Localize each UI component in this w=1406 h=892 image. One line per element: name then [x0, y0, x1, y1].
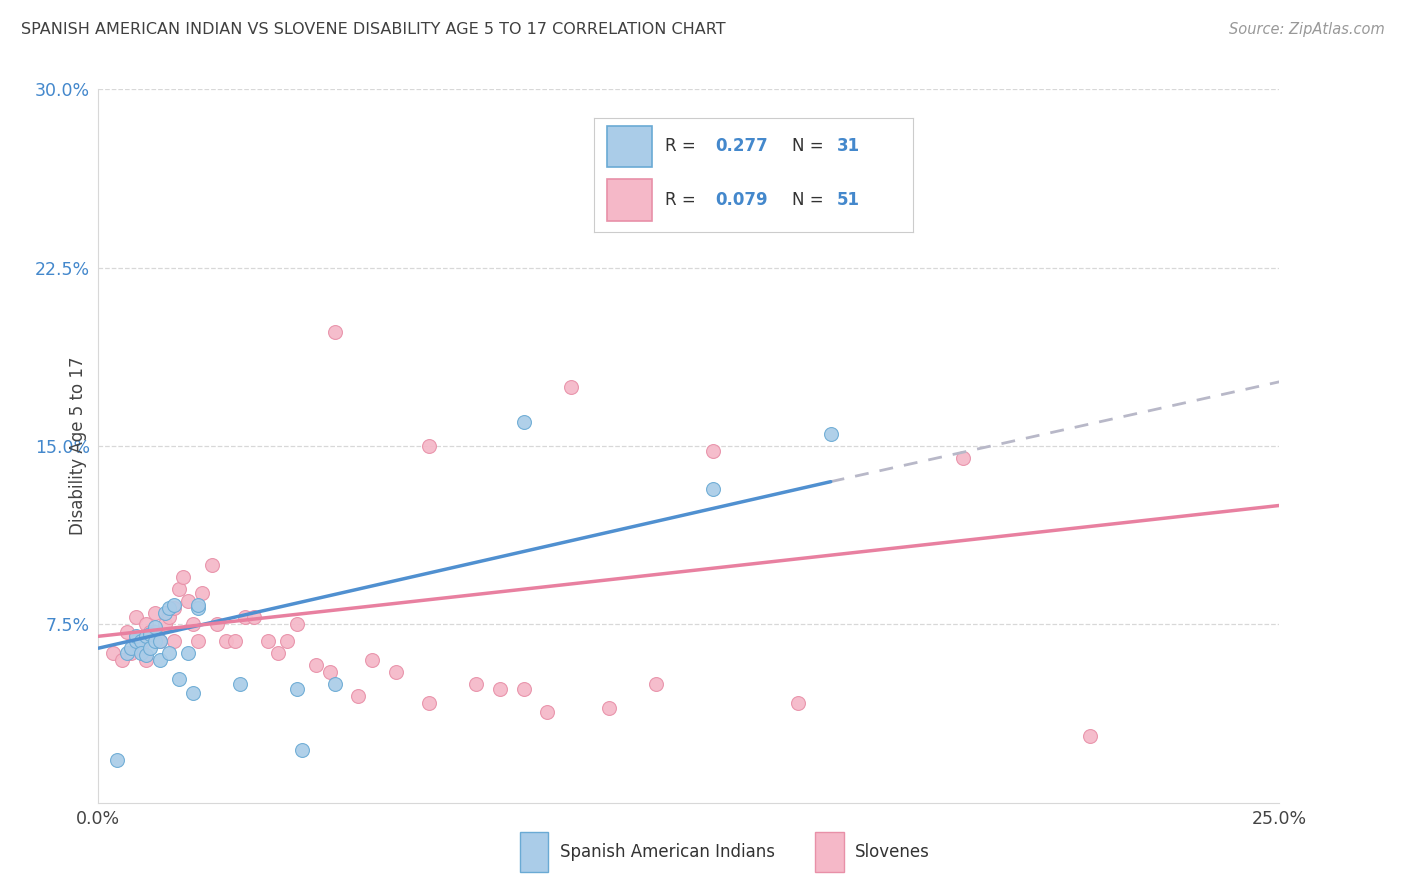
Point	[1080, 729, 1102, 743]
Point	[187, 634, 209, 648]
Y-axis label: Disability Age 5 to 17: Disability Age 5 to 17	[69, 357, 87, 535]
Point	[157, 600, 180, 615]
Point	[143, 634, 166, 648]
Point	[418, 439, 440, 453]
Point	[139, 641, 162, 656]
Point	[172, 570, 194, 584]
Point	[536, 706, 558, 720]
Text: 51: 51	[837, 191, 860, 209]
Point	[347, 689, 370, 703]
Point	[560, 379, 582, 393]
Point	[105, 753, 128, 767]
Point	[143, 624, 166, 639]
Point	[143, 620, 166, 634]
Point	[153, 617, 176, 632]
Text: 0.079: 0.079	[716, 191, 768, 209]
Point	[305, 657, 328, 672]
Point	[512, 681, 534, 696]
Point	[101, 646, 124, 660]
Point	[125, 629, 148, 643]
Point	[187, 600, 209, 615]
Point	[163, 634, 186, 648]
Point	[149, 653, 172, 667]
Bar	[520, 831, 548, 872]
Point	[465, 677, 488, 691]
Bar	[607, 179, 652, 220]
Point	[702, 443, 724, 458]
Point	[163, 599, 186, 613]
Point	[323, 677, 346, 691]
Point	[702, 482, 724, 496]
Point	[191, 586, 214, 600]
Point	[257, 634, 280, 648]
Point	[229, 677, 252, 691]
Point	[598, 700, 620, 714]
Point	[644, 677, 666, 691]
Point	[323, 325, 346, 339]
Point	[285, 681, 308, 696]
Point	[157, 610, 180, 624]
Point	[187, 599, 209, 613]
Text: SPANISH AMERICAN INDIAN VS SLOVENE DISABILITY AGE 5 TO 17 CORRELATION CHART: SPANISH AMERICAN INDIAN VS SLOVENE DISAB…	[21, 22, 725, 37]
Text: N =: N =	[792, 191, 830, 209]
Point	[129, 634, 152, 648]
Text: Spanish American Indians: Spanish American Indians	[560, 843, 775, 861]
Point	[952, 450, 974, 465]
Point	[319, 665, 342, 679]
Point	[285, 617, 308, 632]
Point	[177, 646, 200, 660]
Point	[125, 610, 148, 624]
Point	[143, 606, 166, 620]
Point	[786, 696, 808, 710]
Point	[177, 593, 200, 607]
Point	[267, 646, 290, 660]
Point	[290, 743, 312, 757]
Point	[276, 634, 298, 648]
Point	[115, 646, 138, 660]
Bar	[607, 126, 652, 167]
Point	[135, 648, 157, 663]
Point	[121, 646, 143, 660]
Text: R =: R =	[665, 191, 700, 209]
Bar	[815, 831, 844, 872]
Point	[512, 415, 534, 429]
Point	[135, 653, 157, 667]
Point	[201, 558, 224, 572]
Point	[243, 610, 266, 624]
Point	[115, 624, 138, 639]
Point	[135, 617, 157, 632]
Text: 31: 31	[837, 137, 860, 155]
Point	[418, 696, 440, 710]
Point	[224, 634, 246, 648]
Text: R =: R =	[665, 137, 700, 155]
Point	[205, 617, 228, 632]
Point	[167, 582, 190, 596]
Point	[139, 627, 162, 641]
Point	[121, 641, 143, 656]
Point	[181, 617, 204, 632]
Point	[181, 686, 204, 700]
Point	[385, 665, 408, 679]
Point	[361, 653, 384, 667]
Point	[233, 610, 256, 624]
Point	[129, 646, 152, 660]
Point	[149, 634, 172, 648]
Point	[489, 681, 512, 696]
Point	[139, 624, 162, 639]
Point	[125, 634, 148, 648]
Point	[163, 600, 186, 615]
Point	[215, 634, 238, 648]
Text: Slovenes: Slovenes	[855, 843, 929, 861]
Point	[167, 672, 190, 686]
Text: 0.277: 0.277	[716, 137, 769, 155]
Point	[820, 427, 842, 442]
Text: Source: ZipAtlas.com: Source: ZipAtlas.com	[1229, 22, 1385, 37]
Point	[157, 646, 180, 660]
Point	[149, 634, 172, 648]
Point	[111, 653, 134, 667]
Point	[135, 629, 157, 643]
Point	[153, 606, 176, 620]
Point	[129, 641, 152, 656]
Text: N =: N =	[792, 137, 830, 155]
